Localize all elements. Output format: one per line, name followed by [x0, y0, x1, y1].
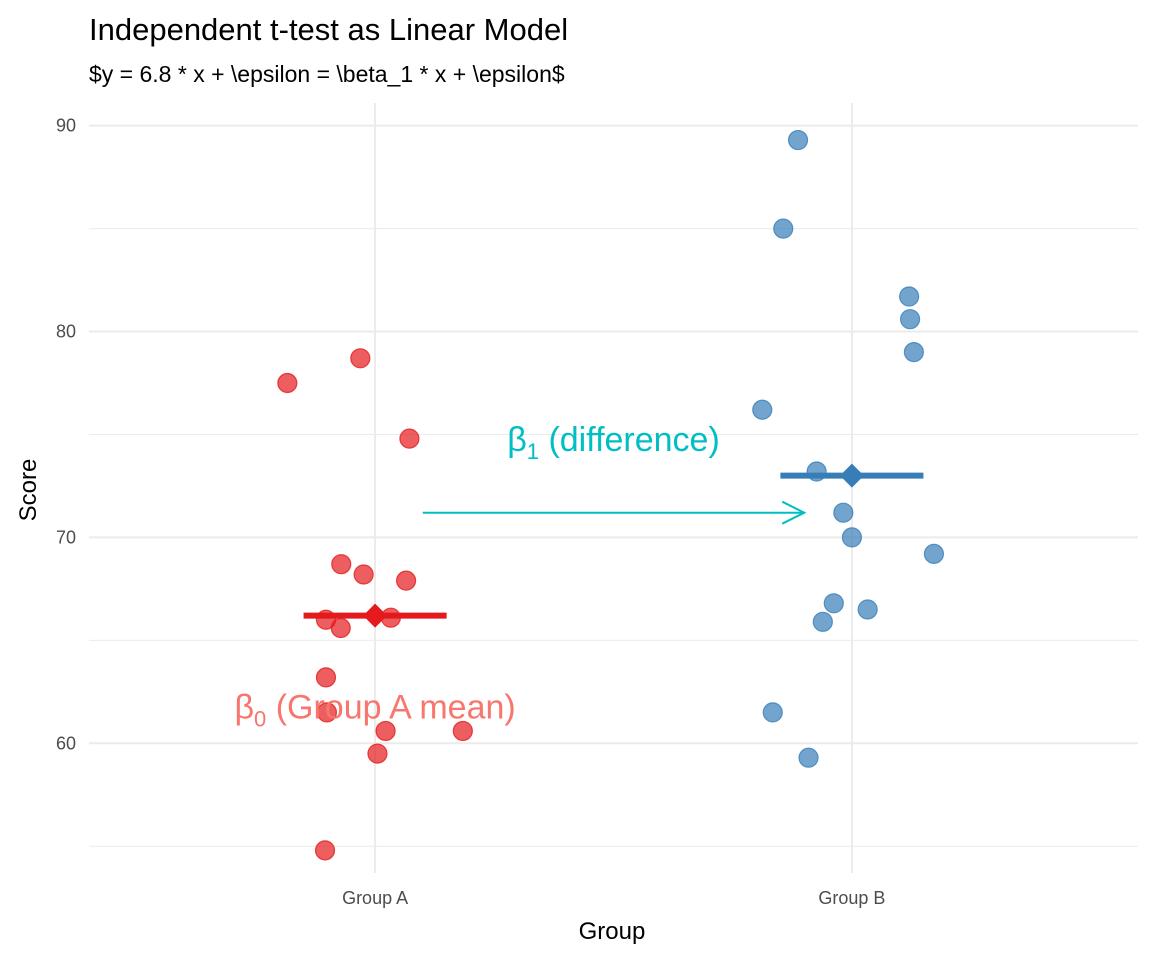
chart-title: Independent t-test as Linear Model — [89, 12, 568, 47]
y-tick-label: 80 — [56, 322, 76, 342]
data-point — [277, 372, 298, 394]
data-point — [823, 593, 844, 614]
mean-diamond — [839, 463, 864, 488]
beta1-label: β1 (difference) — [507, 421, 720, 464]
data-point — [762, 702, 783, 723]
data-point — [903, 342, 924, 363]
x-axis-title: Group — [579, 918, 646, 945]
data-point — [798, 747, 819, 768]
data-point — [330, 617, 351, 639]
data-point — [752, 399, 773, 420]
data-point — [857, 599, 878, 620]
mean-diamond — [363, 603, 388, 628]
data-point — [375, 720, 396, 742]
data-point — [923, 543, 945, 564]
y-tick-label: 90 — [56, 116, 76, 136]
data-point — [899, 309, 921, 330]
data-point — [806, 461, 827, 482]
data-point — [367, 743, 388, 764]
x-tick-labels: Group A Group B — [342, 888, 885, 908]
y-tick-label: 70 — [56, 527, 76, 547]
annotations: β1 (difference) β0 (Group A mean) — [234, 421, 807, 732]
data-point — [773, 218, 794, 239]
data-point — [452, 720, 473, 742]
data-point — [812, 611, 833, 632]
data-point — [399, 428, 420, 449]
beta0-label: β0 (Group A mean) — [234, 689, 515, 732]
data-point — [787, 129, 809, 151]
difference-arrow-head — [781, 500, 807, 525]
data-point — [316, 702, 338, 723]
data-point — [353, 564, 374, 585]
data-point — [315, 667, 337, 688]
y-tick-label: 60 — [56, 733, 76, 753]
data-point — [395, 570, 417, 591]
x-tick-label: Group A — [342, 888, 408, 908]
data-point — [833, 502, 854, 523]
data-points — [277, 129, 945, 861]
data-point — [380, 607, 401, 628]
chart-subtitle: $y = 6.8 * x + \epsilon = \beta_1 * x + … — [89, 61, 565, 87]
data-point — [899, 286, 920, 307]
data-point — [331, 554, 352, 575]
y-axis-title: Score — [15, 459, 42, 522]
y-tick-labels: 60 70 80 90 — [56, 116, 76, 754]
data-point — [314, 840, 336, 861]
data-point — [350, 348, 371, 369]
x-tick-label: Group B — [818, 888, 885, 908]
grid — [89, 103, 1138, 873]
data-point — [841, 527, 863, 548]
